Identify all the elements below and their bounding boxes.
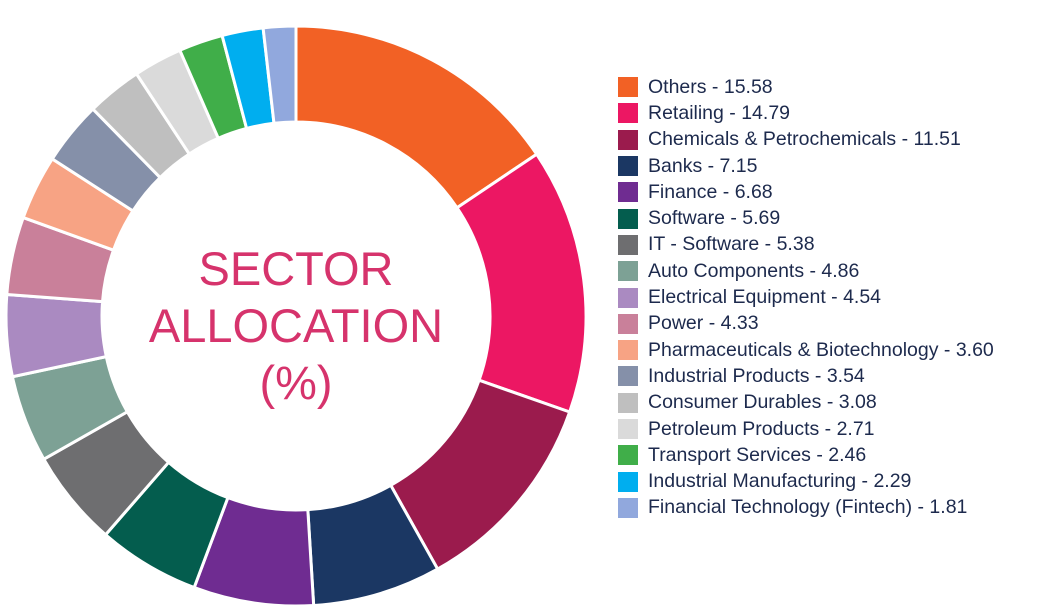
legend-label: Software - 5.69 bbox=[648, 207, 781, 230]
legend-item: Auto Components - 4.86 bbox=[618, 258, 994, 284]
legend-label: Industrial Products - 3.54 bbox=[648, 364, 865, 387]
legend-swatch bbox=[618, 287, 638, 308]
legend-label: Pharmaceuticals & Biotechnology - 3.60 bbox=[648, 338, 994, 361]
legend-swatch bbox=[618, 366, 638, 387]
legend-label: IT - Software - 5.38 bbox=[648, 233, 815, 256]
legend-label: Electrical Equipment - 4.54 bbox=[648, 286, 882, 309]
legend-label: Retailing - 14.79 bbox=[648, 101, 791, 124]
legend-label: Transport Services - 2.46 bbox=[648, 443, 867, 466]
legend-swatch bbox=[618, 77, 638, 98]
legend-swatch bbox=[618, 445, 638, 466]
pie-slice-16 bbox=[261, 24, 298, 125]
legend-label: Petroleum Products - 2.71 bbox=[648, 417, 875, 440]
legend-label: Banks - 7.15 bbox=[648, 154, 758, 177]
legend-swatch bbox=[618, 392, 638, 413]
legend-item: Chemicals & Petrochemicals - 11.51 bbox=[618, 127, 994, 153]
legend-item: Finance - 6.68 bbox=[618, 179, 994, 205]
legend-item: Financial Technology (Fintech) - 1.81 bbox=[618, 495, 994, 521]
legend-label: Chemicals & Petrochemicals - 11.51 bbox=[648, 128, 961, 151]
legend-label: Finance - 6.68 bbox=[648, 180, 773, 203]
legend-swatch bbox=[618, 261, 638, 282]
legend-item: Power - 4.33 bbox=[618, 311, 994, 337]
legend-swatch bbox=[618, 103, 638, 124]
chart-title-line-3: (%) bbox=[259, 356, 333, 409]
legend-swatch bbox=[618, 234, 638, 255]
legend-swatch bbox=[618, 340, 638, 361]
legend-item: IT - Software - 5.38 bbox=[618, 232, 994, 258]
donut-chart bbox=[4, 24, 588, 608]
legend-label: Industrial Manufacturing - 2.29 bbox=[648, 470, 912, 493]
legend-swatch bbox=[618, 182, 638, 203]
legend-label: Power - 4.33 bbox=[648, 312, 759, 335]
legend-swatch bbox=[618, 419, 638, 439]
chart-legend: Others - 15.58 Retailing - 14.79 Chemicals… bbox=[618, 74, 994, 521]
legend-item: Electrical Equipment - 4.54 bbox=[618, 284, 994, 310]
legend-item: Consumer Durables - 3.08 bbox=[618, 390, 994, 416]
chart-title-line-2: ALLOCATION bbox=[148, 299, 444, 352]
legend-item: Pharmaceuticals & Biotechnology - 3.60 bbox=[618, 337, 994, 363]
legend-item: Petroleum Products - 2.71 bbox=[618, 416, 994, 442]
legend-swatch bbox=[618, 129, 638, 150]
legend-swatch bbox=[618, 313, 638, 334]
legend-item: Industrial Manufacturing - 2.29 bbox=[618, 468, 994, 494]
legend-item: Banks - 7.15 bbox=[618, 153, 994, 179]
legend-item: Others - 15.58 bbox=[618, 74, 994, 100]
chart-title: SECTOR ALLOCATION (%) bbox=[146, 240, 446, 411]
chart-title-line-1: SECTOR bbox=[198, 242, 394, 295]
legend-item: Transport Services - 2.46 bbox=[618, 442, 994, 468]
legend-item: Industrial Products - 3.54 bbox=[618, 363, 994, 389]
legend-swatch bbox=[618, 497, 638, 518]
legend-item: Software - 5.69 bbox=[618, 205, 994, 231]
legend-label: Financial Technology (Fintech) - 1.81 bbox=[648, 496, 968, 519]
legend-item: Retailing - 14.79 bbox=[618, 100, 994, 126]
legend-swatch bbox=[618, 156, 638, 177]
legend-label: Auto Components - 4.86 bbox=[648, 259, 860, 282]
legend-label: Consumer Durables - 3.08 bbox=[648, 391, 877, 414]
legend-swatch bbox=[618, 471, 638, 492]
legend-swatch bbox=[618, 208, 638, 229]
legend-label: Others - 15.58 bbox=[648, 75, 773, 98]
